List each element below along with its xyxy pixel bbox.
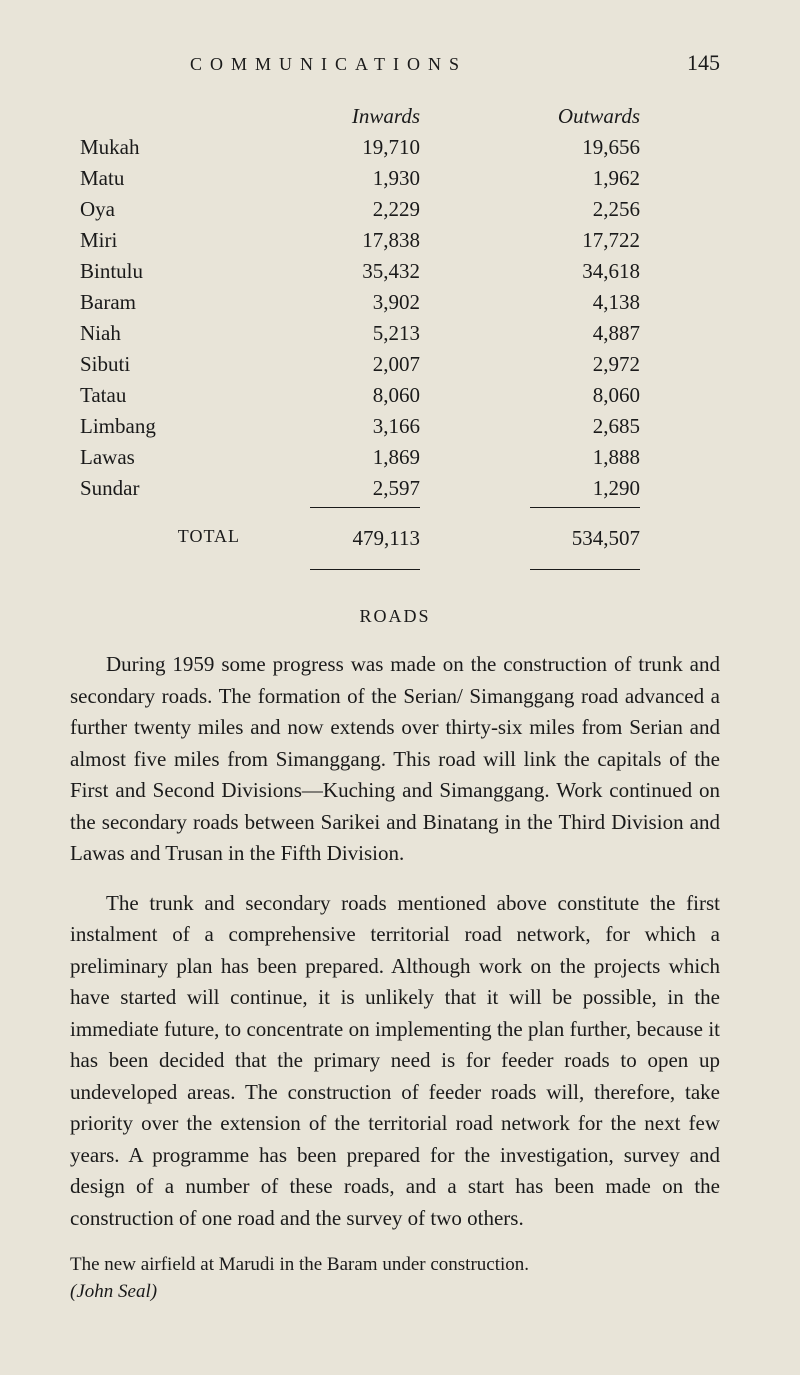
divider-line	[530, 507, 640, 508]
table-row: Matu 1,930 1,962	[70, 166, 720, 191]
row-outwards: 1,888	[480, 445, 680, 470]
row-label: Miri	[70, 228, 270, 253]
data-table: Inwards Outwards Mukah 19,710 19,656 Mat…	[70, 104, 720, 570]
caption-text: The new airfield at Marudi in the Baram …	[70, 1254, 529, 1275]
table-row: Sundar 2,597 1,290	[70, 476, 720, 501]
row-label: Bintulu	[70, 259, 270, 284]
table-row: Sibuti 2,007 2,972	[70, 352, 720, 377]
table-row: Niah 5,213 4,887	[70, 321, 720, 346]
row-label: Lawas	[70, 445, 270, 470]
row-inwards: 17,838	[270, 228, 480, 253]
row-inwards: 2,229	[270, 197, 480, 222]
total-row: TOTAL 479,113 534,507	[70, 526, 720, 551]
caption-credit: (John Seal)	[70, 1281, 157, 1302]
table-row: Tatau 8,060 8,060	[70, 383, 720, 408]
row-label: Mukah	[70, 135, 270, 160]
row-outwards: 4,887	[480, 321, 680, 346]
row-label: Limbang	[70, 414, 270, 439]
column-header-inwards: Inwards	[270, 104, 480, 129]
row-label: Oya	[70, 197, 270, 222]
table-header-row: Inwards Outwards	[70, 104, 720, 129]
row-inwards: 2,597	[270, 476, 480, 501]
row-outwards: 1,962	[480, 166, 680, 191]
table-row: Mukah 19,710 19,656	[70, 135, 720, 160]
divider-row	[70, 569, 720, 570]
row-inwards: 19,710	[270, 135, 480, 160]
section-heading: ROADS	[70, 606, 720, 627]
row-outwards: 2,972	[480, 352, 680, 377]
divider-line	[310, 569, 420, 570]
page-number: 145	[687, 50, 720, 76]
row-outwards: 2,256	[480, 197, 680, 222]
row-inwards: 35,432	[270, 259, 480, 284]
total-label: TOTAL	[70, 526, 270, 551]
row-outwards: 2,685	[480, 414, 680, 439]
divider-row	[70, 507, 720, 508]
table-row: Miri 17,838 17,722	[70, 228, 720, 253]
page-header: COMMUNICATIONS 145	[70, 50, 720, 76]
row-label: Tatau	[70, 383, 270, 408]
table-row: Lawas 1,869 1,888	[70, 445, 720, 470]
divider-line	[310, 507, 420, 508]
table-row: Oya 2,229 2,256	[70, 197, 720, 222]
row-label: Sibuti	[70, 352, 270, 377]
table-row: Limbang 3,166 2,685	[70, 414, 720, 439]
body-paragraph: The trunk and secondary roads mentioned …	[70, 888, 720, 1235]
table-row: Bintulu 35,432 34,618	[70, 259, 720, 284]
row-inwards: 1,930	[270, 166, 480, 191]
column-header-outwards: Outwards	[480, 104, 680, 129]
image-caption: The new airfield at Marudi in the Baram …	[70, 1252, 720, 1305]
row-outwards: 8,060	[480, 383, 680, 408]
row-inwards: 5,213	[270, 321, 480, 346]
divider-line	[530, 569, 640, 570]
row-outwards: 17,722	[480, 228, 680, 253]
row-outwards: 34,618	[480, 259, 680, 284]
total-inwards: 479,113	[270, 526, 480, 551]
row-label: Sundar	[70, 476, 270, 501]
row-label: Baram	[70, 290, 270, 315]
body-paragraph: During 1959 some progress was made on th…	[70, 649, 720, 870]
row-label: Matu	[70, 166, 270, 191]
row-inwards: 1,869	[270, 445, 480, 470]
row-label: Niah	[70, 321, 270, 346]
row-inwards: 3,166	[270, 414, 480, 439]
header-title: COMMUNICATIONS	[190, 54, 467, 75]
row-outwards: 4,138	[480, 290, 680, 315]
table-row: Baram 3,902 4,138	[70, 290, 720, 315]
row-inwards: 3,902	[270, 290, 480, 315]
total-outwards: 534,507	[480, 526, 680, 551]
row-inwards: 2,007	[270, 352, 480, 377]
row-outwards: 1,290	[480, 476, 680, 501]
row-outwards: 19,656	[480, 135, 680, 160]
row-inwards: 8,060	[270, 383, 480, 408]
